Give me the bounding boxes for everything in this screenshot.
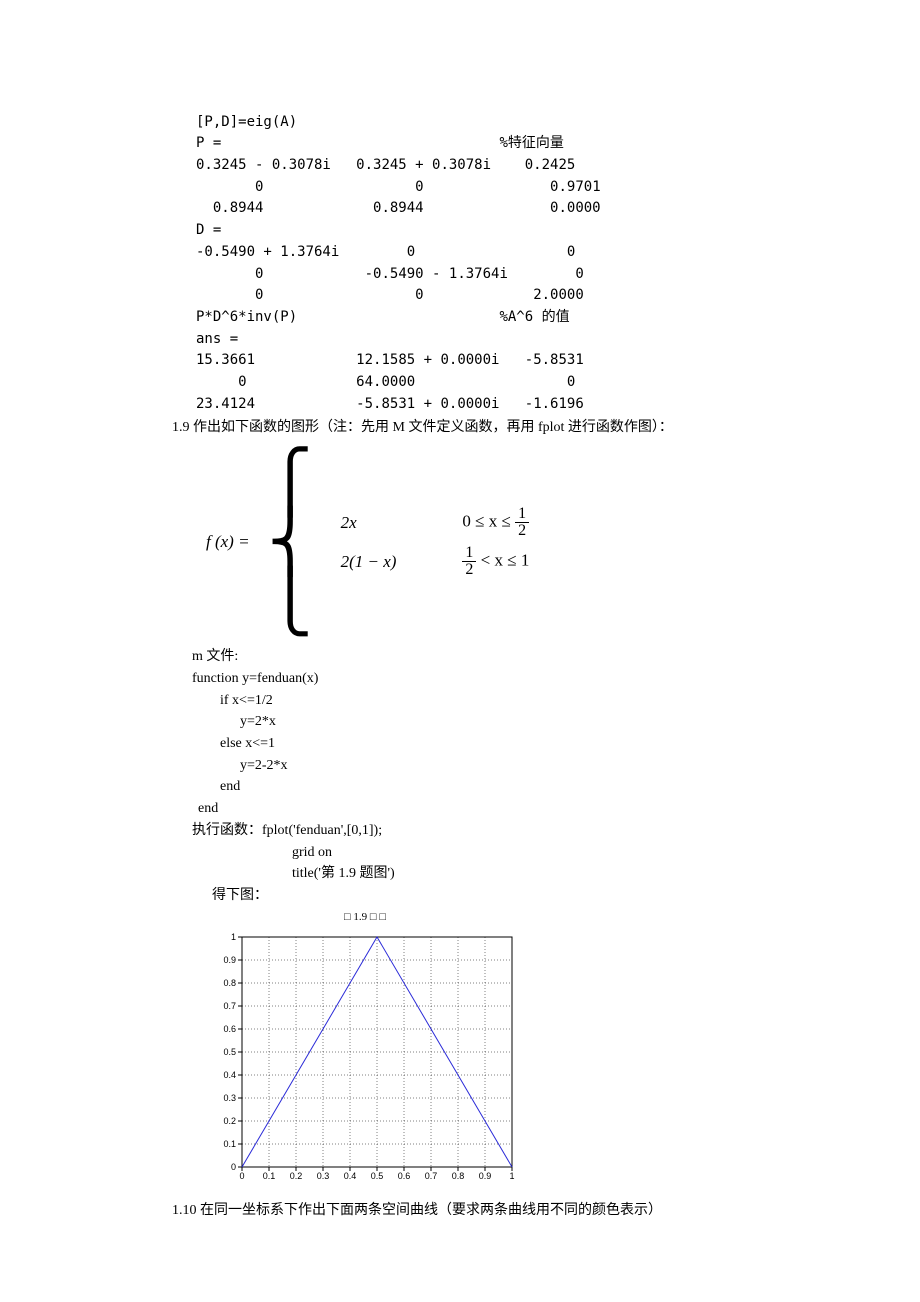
problem-1-9: 1.9 作出如下函数的图形（注：先用 M 文件定义函数，再用 fplot 进行函… — [172, 417, 760, 438]
triangle-chart: 0 0.1 0.2 0.3 0.4 0.5 0.6 0.7 0.8 0.9 1 0 0.1 0.2 0.3 0… — [210, 925, 520, 1185]
svg-text:0.2: 0.2 — [223, 1116, 236, 1126]
problem-number: 1.10 — [172, 1203, 197, 1218]
code-line: P = %特征向量 — [196, 135, 564, 151]
matrix-row: 0 0 2.0000 — [196, 287, 668, 303]
code-line: end — [198, 798, 760, 820]
code-line: [P,D]=eig(A) — [196, 114, 297, 130]
svg-text:0.4: 0.4 — [344, 1171, 357, 1181]
code-line: end — [220, 776, 760, 798]
problem-number: 1.9 — [172, 420, 190, 435]
problem-1-10: 1.10 在同一坐标系下作出下面两条空间曲线（要求两条曲线用不同的颜色表示） — [172, 1199, 760, 1219]
piecewise-formula: f (x) = ⎧⎨⎩ 2x 0 ≤ x ≤ 12 2(1 − x) 12 < … — [196, 448, 760, 636]
svg-text:0.3: 0.3 — [223, 1093, 236, 1103]
svg-text:0.9: 0.9 — [223, 955, 236, 965]
code-line: D = — [196, 222, 221, 238]
problem-text: 在同一坐标系下作出下面两条空间曲线（要求两条曲线用不同的颜色表示） — [200, 1203, 662, 1218]
chart-title: □ 1.9 □ □ — [210, 911, 520, 923]
svg-text:0.3: 0.3 — [317, 1171, 330, 1181]
svg-text:0.1: 0.1 — [223, 1139, 236, 1149]
svg-text:0.6: 0.6 — [398, 1171, 411, 1181]
code-line: else x<=1 — [220, 733, 760, 755]
svg-text:0.8: 0.8 — [223, 978, 236, 988]
svg-text:0.6: 0.6 — [223, 1024, 236, 1034]
chart-container: □ 1.9 □ □ 00.10.20.30.40.50.60.70.80.910… — [210, 911, 760, 1185]
matrix-row: 0 64.0000 0 — [196, 374, 575, 390]
matrix-row: 15.3661 12.1585 + 0.0000i -5.8531 — [196, 352, 584, 368]
svg-text:0.1: 0.1 — [263, 1171, 276, 1181]
svg-text:0.7: 0.7 — [223, 1001, 236, 1011]
svg-text:1: 1 — [509, 1171, 514, 1181]
svg-text:0.7: 0.7 — [425, 1171, 438, 1181]
svg-text:0.8: 0.8 — [452, 1171, 465, 1181]
code-line: P*D^6*inv(P) %A^6 的值 — [196, 309, 570, 325]
problem-text: 作出如下函数的图形（注：先用 M 文件定义函数，再用 fplot 进行函数作图）… — [193, 420, 673, 435]
code-line: ans = — [196, 331, 238, 347]
matrix-row: 23.4124 -5.8531 + 0.0000i -1.6196 — [196, 396, 584, 412]
code-line: y=2-2*x — [240, 755, 760, 777]
svg-text:0.4: 0.4 — [223, 1070, 236, 1080]
m-file-block: m 文件: function y=fenduan(x) if x<=1/2 y=… — [192, 646, 760, 906]
brace-icon: ⎧⎨⎩ — [260, 450, 321, 634]
code-line: function y=fenduan(x) — [192, 668, 760, 690]
svg-text:1: 1 — [231, 932, 236, 942]
matlab-output: [P,D]=eig(A) P = %特征向量 0.3245 - 0.3078i … — [196, 90, 760, 415]
code-line: grid on — [292, 842, 760, 864]
matrix-row: 0.3245 - 0.3078i 0.3245 + 0.3078i 0.2425 — [196, 157, 660, 173]
svg-text:0.9: 0.9 — [479, 1171, 492, 1181]
code-line: 得下图： — [212, 888, 268, 903]
matrix-row: 0.8944 0.8944 0.0000 — [196, 200, 685, 216]
code-line: title('第 1.9 题图') — [292, 866, 395, 881]
matrix-row: -0.5490 + 1.3764i 0 0 — [196, 244, 660, 260]
code-line: if x<=1/2 — [220, 690, 760, 712]
svg-text:0.2: 0.2 — [290, 1171, 303, 1181]
svg-text:0: 0 — [239, 1171, 244, 1181]
svg-text:0.5: 0.5 — [223, 1047, 236, 1057]
matrix-row: 0 -0.5490 - 1.3764i 0 — [196, 266, 668, 282]
matrix-row: 0 0 0.9701 — [196, 179, 685, 195]
code-line: y=2*x — [240, 711, 760, 733]
code-line: 执行函数：fplot('fenduan',[0,1]); — [192, 823, 382, 838]
svg-text:0: 0 — [231, 1162, 236, 1172]
svg-text:0.5: 0.5 — [371, 1171, 384, 1181]
